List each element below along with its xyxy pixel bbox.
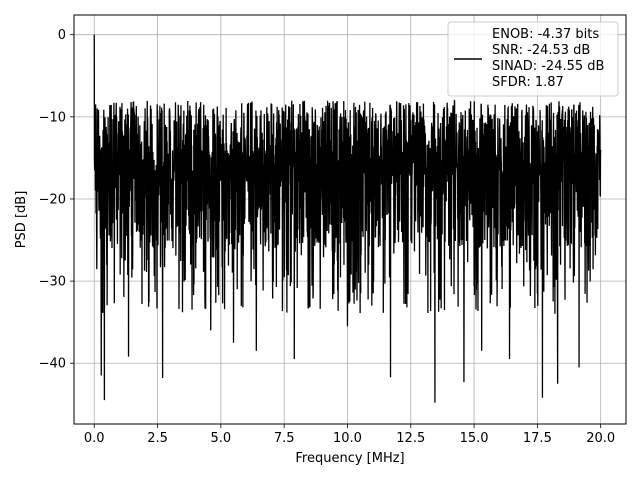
y-tick-label: −40 (39, 357, 66, 372)
x-tick-label: 17.5 (523, 431, 552, 446)
x-tick-label: 20.0 (586, 431, 615, 446)
x-tick-label: 5.0 (211, 431, 232, 446)
plot-area (93, 34, 602, 403)
legend: ENOB: -4.37 bits SNR: -24.53 dB SINAD: -… (447, 21, 619, 97)
legend-sinad-text: SINAD: -24.55 dB (492, 59, 604, 74)
y-tick-label: −20 (39, 192, 66, 207)
psd-trace-line (93, 34, 602, 403)
legend-enob-text: ENOB: -4.37 bits (492, 27, 599, 42)
y-tick-label: 0 (58, 28, 66, 43)
x-tick-label: 15.0 (460, 431, 489, 446)
legend-box (447, 21, 619, 97)
y-axis-label: PSD [dB] (14, 191, 29, 249)
x-tick-label: 7.5 (274, 431, 295, 446)
y-tick-label: −30 (39, 275, 66, 290)
x-tick-label: 12.5 (396, 431, 425, 446)
x-tick-label: 0.0 (84, 431, 105, 446)
x-axis-label: Frequency [MHz] (295, 451, 404, 466)
x-tick-label: 10.0 (333, 431, 362, 446)
legend-snr-text: SNR: -24.53 dB (492, 43, 590, 58)
x-tick-label: 2.5 (147, 431, 168, 446)
y-tick-label: −10 (39, 110, 66, 125)
legend-sfdr-text: SFDR: 1.87 (492, 75, 564, 90)
ticks: 0.0 2.5 5.0 7.5 10.0 12.5 15.0 17.5 20.0 0 −10 −20 −… (39, 28, 616, 446)
axes-frame (73, 14, 627, 425)
